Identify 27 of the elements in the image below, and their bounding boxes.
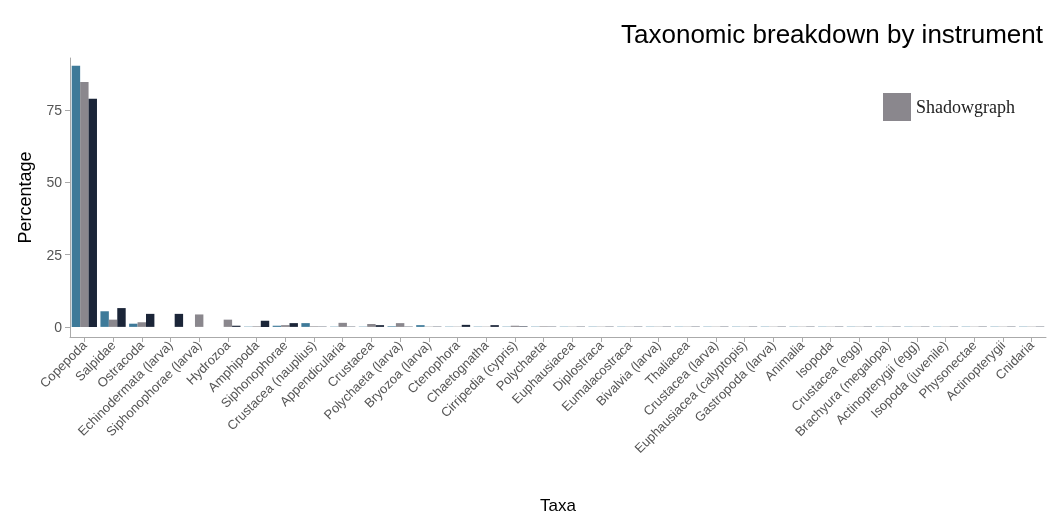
bar — [260, 320, 270, 327]
bar — [100, 311, 109, 327]
bar — [174, 313, 184, 327]
bar — [194, 314, 204, 327]
bar — [289, 323, 298, 327]
bar — [223, 319, 233, 327]
bar — [461, 324, 471, 327]
y-tick-label: 25 — [46, 246, 63, 263]
bar — [129, 323, 138, 327]
bar — [395, 323, 405, 327]
bar — [88, 98, 97, 327]
legend-label: Shadowgraph — [916, 97, 1015, 117]
bar — [338, 322, 347, 327]
bar — [80, 82, 89, 327]
y-tick-label: 75 — [46, 102, 63, 119]
bar — [117, 308, 126, 327]
bar — [301, 323, 310, 327]
y-tick-label: 0 — [54, 318, 63, 335]
bar — [367, 323, 376, 327]
x-axis-title: Taxa — [540, 496, 577, 515]
bar — [145, 313, 155, 327]
bar — [137, 322, 146, 327]
y-tick-label: 50 — [46, 174, 63, 191]
chart-title: Taxonomic breakdown by instrument — [621, 19, 1044, 49]
y-axis-title: Percentage — [15, 151, 35, 244]
bar — [108, 319, 118, 327]
bar — [71, 65, 81, 327]
